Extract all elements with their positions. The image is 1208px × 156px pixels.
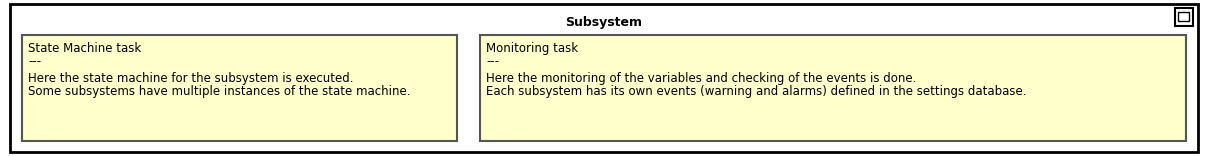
Text: Some subsystems have multiple instances of the state machine.: Some subsystems have multiple instances … bbox=[28, 85, 411, 98]
Text: State Machine task: State Machine task bbox=[28, 42, 141, 55]
Text: ---: --- bbox=[486, 55, 499, 68]
Text: Here the state machine for the subsystem is executed.: Here the state machine for the subsystem… bbox=[28, 72, 354, 85]
Bar bbox=[22, 35, 457, 141]
Bar bbox=[1178, 12, 1189, 21]
Bar bbox=[1175, 8, 1194, 26]
Text: Here the monitoring of the variables and checking of the events is done.: Here the monitoring of the variables and… bbox=[486, 72, 917, 85]
Bar bbox=[480, 35, 1186, 141]
Text: ---: --- bbox=[28, 55, 41, 68]
Text: Subsystem: Subsystem bbox=[565, 16, 643, 29]
Text: Monitoring task: Monitoring task bbox=[486, 42, 579, 55]
Text: Each subsystem has its own events (warning and alarms) defined in the settings d: Each subsystem has its own events (warni… bbox=[486, 85, 1027, 98]
